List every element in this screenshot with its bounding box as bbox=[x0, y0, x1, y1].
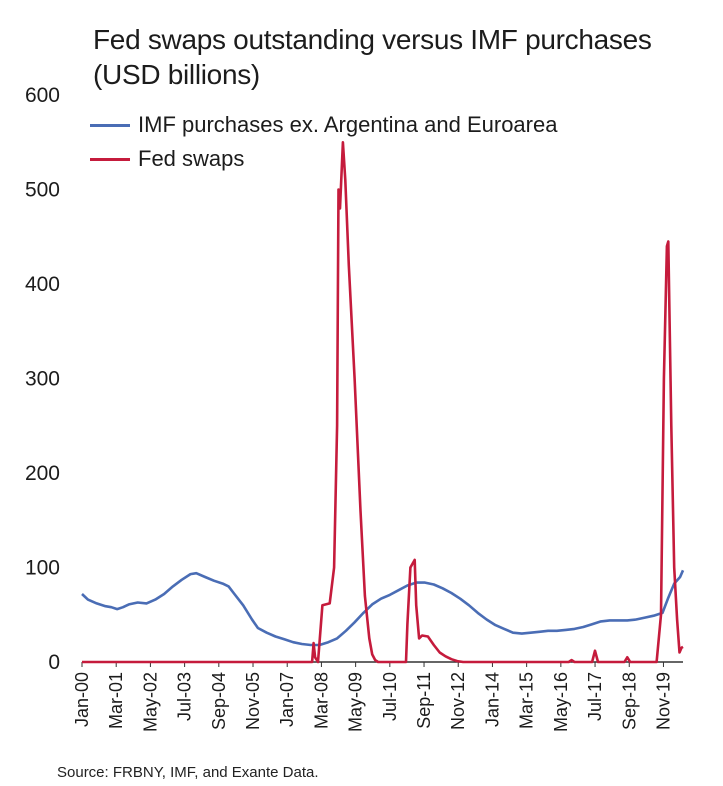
legend-label-imf: IMF purchases ex. Argentina and Euroarea bbox=[138, 112, 558, 137]
y-tick-label: 600 bbox=[25, 84, 60, 107]
legend-label-fed: Fed swaps bbox=[138, 146, 245, 171]
legend-swatch-imf bbox=[90, 123, 130, 127]
legend-item-fed: Fed swaps bbox=[90, 142, 557, 176]
y-tick-label: 400 bbox=[25, 273, 60, 296]
legend-swatch-fed bbox=[90, 157, 130, 161]
series-line-imf bbox=[81, 569, 685, 647]
chart-subtitle: (USD billions) bbox=[93, 59, 260, 90]
series-layer bbox=[81, 141, 685, 664]
x-tick-label: Sep-04 bbox=[209, 672, 229, 730]
y-tick-label: 0 bbox=[48, 651, 60, 674]
chart-title: Fed swaps outstanding versus IMF purchas… bbox=[93, 22, 652, 92]
x-tick-label: Jul-03 bbox=[175, 672, 195, 721]
x-tick-label: Mar-08 bbox=[311, 672, 331, 729]
x-tick-label: Mar-15 bbox=[517, 672, 537, 729]
x-tick-label: Jan-07 bbox=[277, 672, 297, 727]
x-tick-label: May-16 bbox=[551, 672, 571, 732]
source-note: Source: FRBNY, IMF, and Exante Data. bbox=[57, 764, 319, 781]
x-tick-label: May-09 bbox=[346, 672, 366, 732]
chart-title-line: Fed swaps outstanding versus IMF purchas… bbox=[93, 24, 652, 55]
y-tick-label: 100 bbox=[25, 557, 60, 580]
x-tick-label: Nov-12 bbox=[448, 672, 468, 730]
x-tick-label: Jan-00 bbox=[72, 672, 92, 727]
x-tick-label: Jul-17 bbox=[585, 672, 605, 721]
x-tick-label: Nov-05 bbox=[243, 672, 263, 730]
x-tick-label: Mar-01 bbox=[106, 672, 126, 729]
y-tick-label: 200 bbox=[25, 462, 60, 485]
series-line-fed-swaps bbox=[82, 141, 684, 664]
legend-item-imf: IMF purchases ex. Argentina and Euroarea bbox=[90, 108, 557, 142]
x-tick-label: Jul-10 bbox=[380, 672, 400, 721]
y-tick-label: 300 bbox=[25, 368, 60, 391]
x-tick-label: Jan-14 bbox=[482, 672, 502, 727]
x-tick-label: Nov-19 bbox=[653, 672, 673, 730]
x-axis-ticks: Jan-00 Mar-01 May-02 Jul-03 Sep-04 Nov-05 Jan-… bbox=[72, 662, 673, 732]
x-tick-label: Sep-18 bbox=[619, 672, 639, 730]
legend: IMF purchases ex. Argentina and Euroarea… bbox=[90, 108, 557, 176]
y-axis-ticks: 0 100 200 300 400 500 600 bbox=[25, 84, 60, 674]
y-tick-label: 500 bbox=[25, 179, 60, 202]
x-tick-label: Sep-11 bbox=[414, 672, 434, 729]
x-tick-label: May-02 bbox=[140, 672, 160, 732]
